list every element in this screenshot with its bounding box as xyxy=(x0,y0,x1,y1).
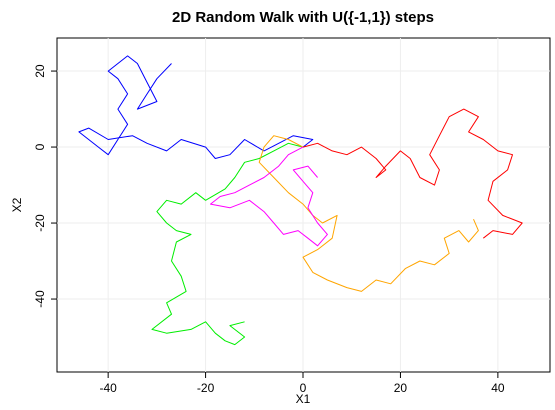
y-tick-label: 20 xyxy=(33,64,47,78)
walk-line xyxy=(302,108,523,239)
walk-line xyxy=(151,142,304,346)
x-tick-label: 20 xyxy=(394,381,408,395)
walk-line xyxy=(210,146,328,247)
x-tick-label: -20 xyxy=(197,381,215,395)
walk-line xyxy=(258,135,479,292)
chart-title: 2D Random Walk with U({-1,1}) steps xyxy=(172,9,434,26)
walk-line xyxy=(78,55,314,159)
x-tick-label: 40 xyxy=(491,381,505,395)
y-tick-label: -20 xyxy=(33,214,47,232)
y-axis-label: X2 xyxy=(10,197,24,212)
x-tick-label: 0 xyxy=(300,381,307,395)
y-tick-label: -40 xyxy=(33,290,47,308)
x-axis-label: X1 xyxy=(296,392,311,406)
x-tick-label: -40 xyxy=(99,381,117,395)
y-tick-label: 0 xyxy=(33,143,47,150)
